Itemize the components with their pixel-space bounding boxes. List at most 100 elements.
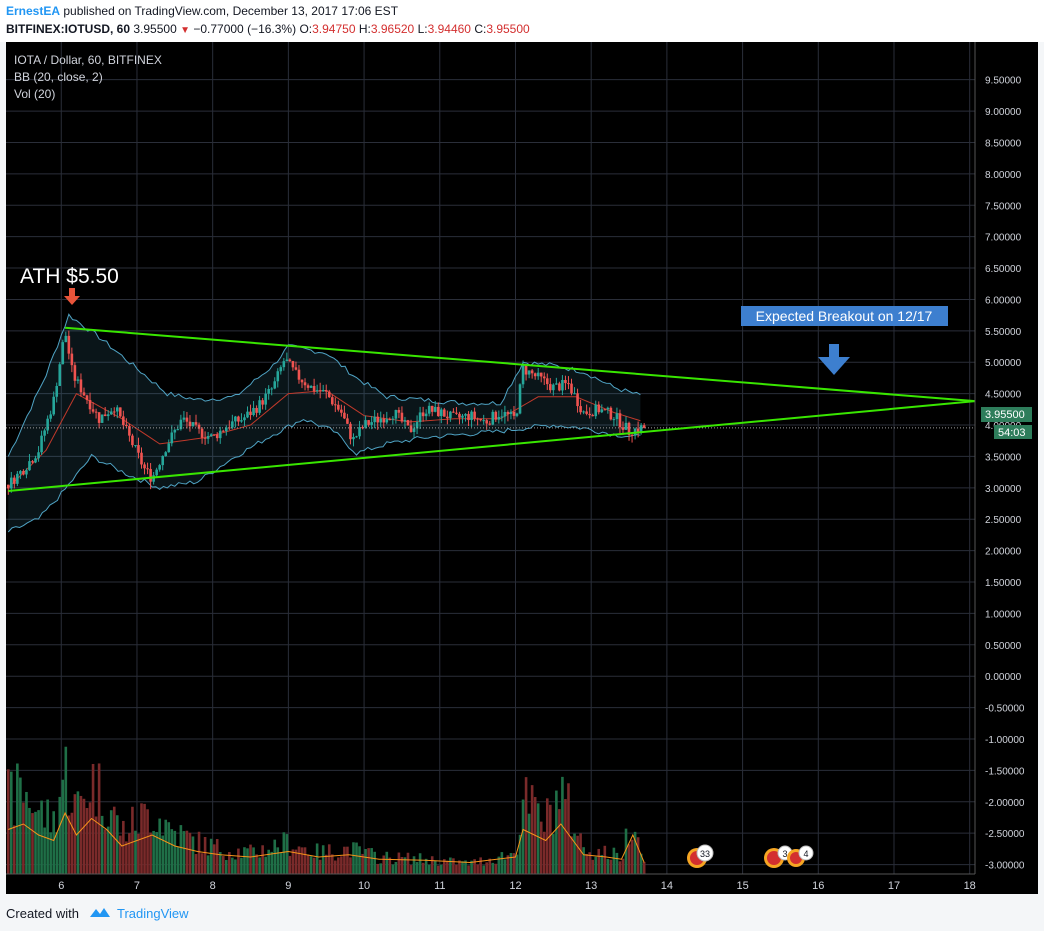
- y-tick-label: 1.00000: [985, 609, 1022, 620]
- volume-bar: [379, 863, 383, 874]
- candle-body: [527, 370, 531, 375]
- volume-bar: [112, 806, 116, 874]
- volume-bar: [34, 811, 37, 874]
- candle-body: [318, 390, 322, 392]
- candle-body: [449, 411, 452, 419]
- y-tick-label: 8.50000: [985, 138, 1022, 149]
- candle-body: [37, 452, 40, 459]
- volume-bar: [106, 826, 110, 874]
- candle-body: [482, 420, 485, 422]
- volume-bar: [179, 825, 183, 874]
- publish-line: ErnestEA published on TradingView.com, D…: [6, 4, 398, 18]
- candle-body: [191, 422, 195, 427]
- candle-body: [258, 400, 261, 413]
- volume-bar: [497, 856, 501, 874]
- x-tick-label: 6: [58, 880, 64, 892]
- candle-body: [330, 397, 334, 405]
- time-axis[interactable]: 6 7 8 9 10 11 12 13 14 15 16 17 18: [6, 873, 976, 892]
- candle-body: [167, 443, 171, 453]
- y-tick-label: -2.50000: [985, 829, 1025, 840]
- volume-bar: [400, 856, 404, 874]
- volume-bar: [143, 803, 146, 874]
- volume-bar: [173, 830, 177, 874]
- candle-body: [594, 404, 598, 417]
- volume-bar: [358, 846, 361, 874]
- y-tick-label: 1.50000: [985, 578, 1022, 589]
- candle-body: [9, 477, 13, 489]
- volume-bar: [594, 856, 598, 874]
- volume-bar: [249, 844, 252, 874]
- volume-bar: [403, 857, 407, 874]
- high-value: 3.96520: [370, 22, 415, 36]
- volume-bar: [327, 844, 331, 874]
- volume-bar: [206, 855, 210, 874]
- candle-body: [506, 412, 510, 414]
- volume-bar: [527, 813, 531, 874]
- author-link[interactable]: ErnestEA: [6, 4, 61, 18]
- volume-bar: [512, 853, 516, 874]
- candle-body: [582, 411, 585, 413]
- volume-bar: [570, 836, 573, 874]
- y-tick-label: 9.00000: [985, 107, 1022, 118]
- candle-body: [352, 437, 355, 440]
- candle-body: [600, 409, 604, 413]
- candle-body: [16, 473, 19, 484]
- candle-body: [603, 409, 607, 411]
- volume-bar: [518, 834, 522, 874]
- candle-body: [188, 421, 192, 427]
- legend-title: IOTA / Dollar, 60, BITFINEX: [14, 53, 162, 67]
- volume-bar: [103, 829, 107, 874]
- candle-body: [185, 417, 189, 422]
- candle-body: [334, 404, 337, 406]
- volume-bar: [361, 853, 364, 874]
- volume-bar: [421, 862, 425, 874]
- volume-bar: [597, 848, 601, 874]
- volume-bar: [176, 846, 180, 874]
- candle-body: [203, 437, 207, 439]
- volume-bar: [355, 842, 358, 874]
- y-tick-label: 0.50000: [985, 641, 1022, 652]
- footer: Created with TradingView: [0, 896, 1044, 931]
- y-tick-label: -1.50000: [985, 766, 1025, 777]
- candle-body: [197, 424, 201, 429]
- candle-body: [579, 406, 582, 413]
- y-tick-label: 6.00000: [985, 295, 1022, 306]
- x-tick-label: 10: [358, 880, 370, 892]
- volume-bar: [194, 854, 198, 874]
- volume-bar: [303, 847, 307, 874]
- candle-body: [512, 411, 516, 416]
- trendlines: [8, 326, 976, 492]
- candle-body: [500, 416, 504, 418]
- volume-bar: [412, 856, 416, 874]
- candle-body: [324, 390, 328, 392]
- candle-body: [515, 413, 519, 416]
- tradingview-link[interactable]: TradingView: [117, 906, 189, 921]
- candle-body: [303, 382, 307, 386]
- candle-body: [270, 388, 274, 390]
- volume-bar: [324, 854, 328, 874]
- candle-body: [115, 407, 119, 412]
- candle-body: [615, 413, 619, 420]
- bb-fill: [8, 314, 641, 532]
- price-axis[interactable]: 9.50000 9.00000 8.50000 8.00000 7.50000 7.000…: [974, 42, 1025, 874]
- candle-body: [179, 419, 183, 430]
- high-label: H:: [358, 22, 371, 36]
- price-chart[interactable]: 9.50000 9.00000 8.50000 8.00000 7.50000 7.000…: [6, 42, 1038, 894]
- volume-bar: [9, 771, 13, 874]
- volume-bar: [228, 852, 231, 874]
- event-badges[interactable]: 33 3 4: [687, 844, 814, 868]
- volume-bar: [49, 832, 52, 874]
- candle-body: [218, 430, 222, 439]
- volume-ma: [8, 811, 645, 864]
- chart-area[interactable]: 9.50000 9.00000 8.50000 8.00000 7.50000 7.000…: [6, 42, 1038, 894]
- volume-bar: [600, 855, 604, 874]
- candle-body: [485, 420, 489, 424]
- volume-bar: [158, 818, 161, 874]
- volume-bar: [443, 859, 446, 874]
- candle-body: [570, 383, 573, 394]
- candle-body: [194, 422, 198, 425]
- candle-body: [76, 379, 80, 381]
- volume-bar: [627, 844, 631, 874]
- volume-bar: [458, 860, 461, 874]
- volume-bar: [22, 802, 25, 874]
